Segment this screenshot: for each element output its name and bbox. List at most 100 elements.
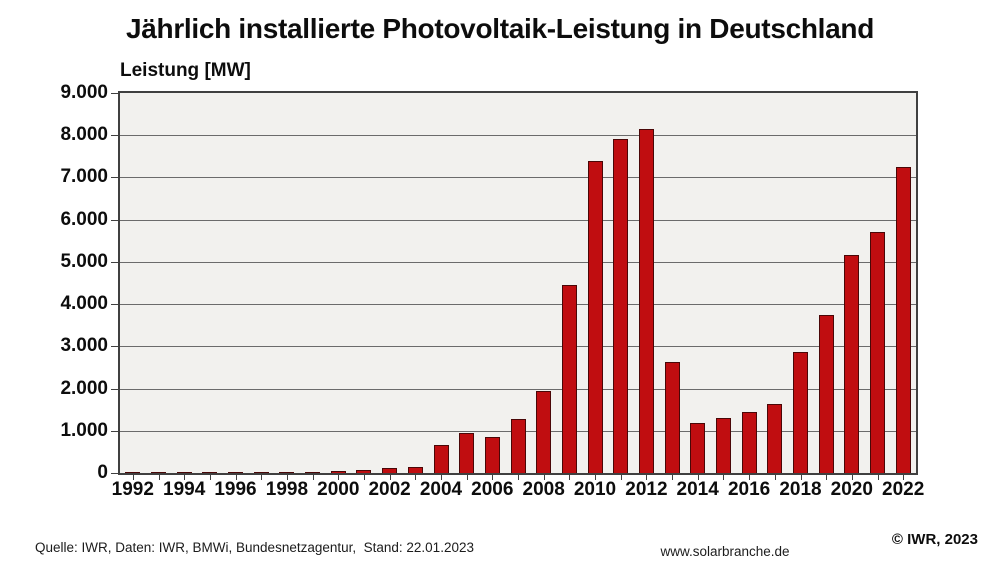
x-tick-label: 2004 (419, 479, 463, 500)
x-tick-label: 2012 (625, 479, 668, 500)
x-tick-mark (595, 475, 596, 480)
bar-1996 (228, 471, 243, 473)
y-tick-mark (111, 346, 118, 348)
y-tick-label: 4.000 (60, 293, 108, 315)
y-tick-label: 0 (97, 462, 108, 483)
gridline (120, 304, 916, 306)
bar-2018 (793, 351, 808, 473)
bar-2017 (767, 404, 783, 473)
y-tick-label: 9.000 (60, 82, 108, 103)
x-tick-label: 1992 (111, 479, 154, 500)
x-tick-mark (389, 475, 391, 480)
gridline (120, 219, 916, 221)
bar-1993 (151, 471, 166, 473)
chart-title: Jährlich installierte Photovoltaik-Leist… (125, 13, 875, 44)
bar-2010 (587, 160, 603, 473)
bar-2016 (741, 411, 757, 473)
bar-1997 (253, 471, 269, 473)
x-tick-mark (235, 475, 237, 480)
bar-2003 (407, 466, 423, 473)
x-tick-label: 1994 (163, 479, 206, 500)
x-tick-mark (646, 475, 648, 480)
gridline (120, 388, 916, 390)
footer-website: www.solarbranche.de (660, 544, 790, 559)
bar-2006 (484, 437, 500, 473)
x-tick-mark (851, 475, 853, 480)
x-tick-label: 2006 (471, 479, 514, 500)
plot-area (118, 91, 918, 475)
x-tick-mark (697, 475, 699, 480)
y-tick-mark (111, 304, 118, 306)
bar-2020 (844, 255, 860, 473)
gridline (120, 261, 916, 263)
x-tick-mark (543, 475, 545, 480)
bar-2004 (433, 444, 449, 473)
bar-2002 (382, 468, 398, 473)
x-tick-label: 1996 (214, 479, 257, 500)
bar-1994 (176, 471, 192, 473)
x-tick-mark (518, 475, 519, 480)
x-tick-mark (441, 475, 442, 480)
bar-1992 (125, 471, 141, 473)
gridline (120, 177, 916, 179)
x-tick-mark (184, 475, 186, 480)
x-tick-label: 2020 (830, 479, 873, 500)
bar-2007 (510, 419, 526, 473)
bar-2008 (536, 390, 552, 473)
bar-1999 (305, 471, 321, 473)
x-tick-label: 2018 (779, 479, 822, 500)
x-tick-label: 2022 (882, 479, 925, 500)
y-tick-label: 6.000 (60, 208, 108, 230)
y-tick-mark (111, 388, 118, 390)
bar-1995 (202, 471, 218, 473)
y-tick-label: 3.000 (60, 335, 108, 357)
y-axis-title: Leistung [MW] (120, 60, 251, 81)
x-tick-mark (363, 475, 365, 480)
x-tick-mark (826, 475, 828, 480)
x-tick-label: 2014 (676, 479, 719, 500)
y-tick-label: 7.000 (60, 166, 108, 188)
x-tick-label: 1998 (265, 479, 309, 500)
x-tick-label: 2010 (573, 479, 617, 500)
bar-1998 (279, 471, 295, 473)
x-tick-label: 2008 (522, 479, 565, 500)
gridline (120, 346, 916, 348)
y-tick-mark (111, 219, 118, 221)
x-tick-mark (749, 475, 751, 480)
x-tick-label: 2016 (727, 479, 771, 500)
bar-2005 (459, 432, 475, 473)
x-tick-mark (569, 475, 571, 480)
x-tick-mark (466, 475, 468, 480)
x-tick-mark (209, 475, 211, 480)
x-tick-mark (800, 475, 802, 480)
y-tick-label: 1.000 (60, 419, 108, 441)
bar-2000 (330, 471, 346, 473)
y-tick-mark (111, 473, 118, 474)
y-tick-mark (111, 93, 118, 94)
y-tick-label: 2.000 (60, 377, 108, 399)
bar-2013 (664, 362, 680, 473)
bar-2009 (561, 285, 577, 473)
x-tick-mark (338, 475, 340, 480)
footer-copyright: © IWR, 2023 (891, 531, 978, 548)
bar-2001 (356, 469, 372, 473)
x-tick-mark (261, 475, 263, 480)
y-tick-mark (111, 261, 118, 263)
x-tick-mark (723, 475, 725, 480)
bar-2012 (638, 128, 654, 473)
x-tick-mark (158, 475, 160, 480)
bar-2014 (690, 422, 706, 473)
footer-source: Quelle: IWR, Daten: IWR, BMWi, Bundesnet… (35, 540, 474, 555)
y-tick-label: 5.000 (60, 250, 108, 272)
bar-2021 (870, 231, 885, 473)
x-tick-mark (286, 475, 288, 480)
x-tick-mark (774, 475, 776, 480)
bar-2011 (613, 139, 629, 473)
x-tick-label: 2002 (368, 479, 411, 500)
y-tick-label: 8.000 (60, 124, 108, 146)
x-tick-mark (132, 475, 134, 480)
x-tick-mark (672, 475, 674, 480)
x-tick-mark (492, 475, 494, 480)
x-tick-label: 2000 (317, 479, 360, 500)
